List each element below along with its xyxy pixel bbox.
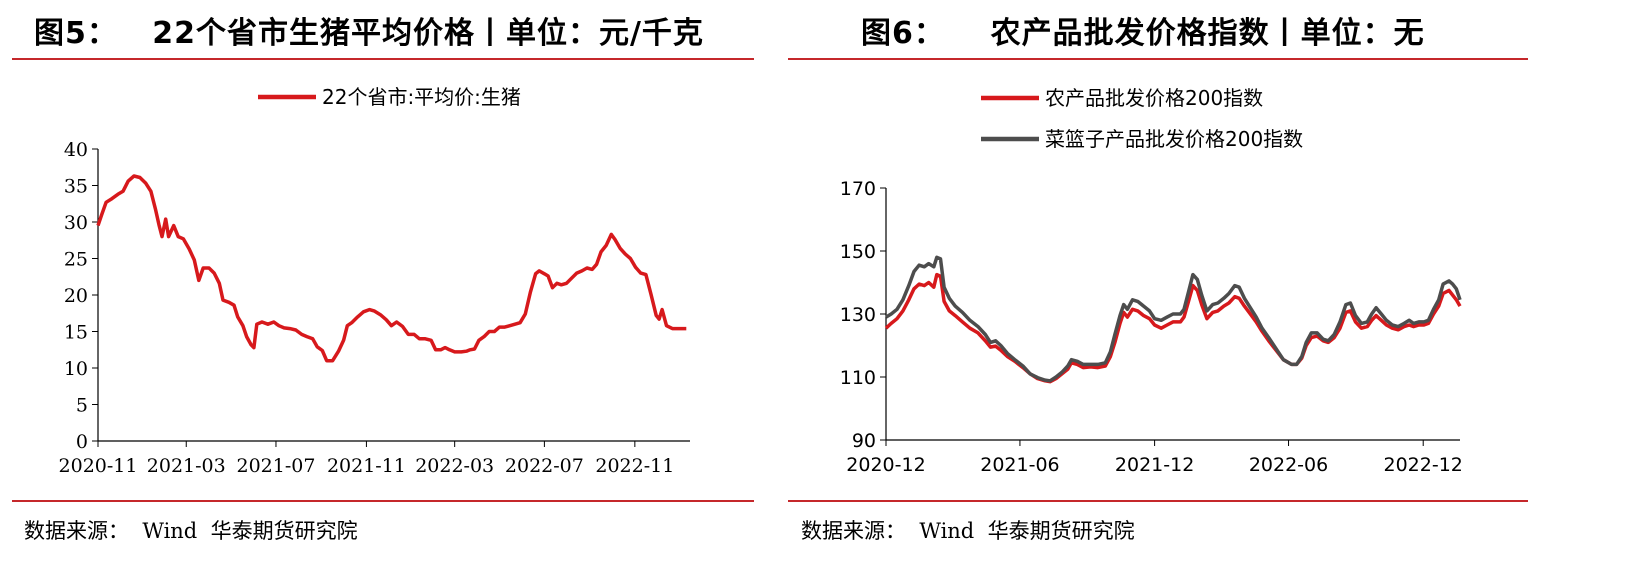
legend-label-1: 农产品批发价格200指数 (1045, 86, 1263, 110)
y-tick-label: 0 (76, 431, 88, 453)
figure-6-bottom-rule (788, 500, 1528, 502)
legend-label-1: 22个省市:平均价:生猪 (322, 85, 521, 109)
y-tick-label: 110 (840, 367, 876, 389)
y-tick-label: 20 (64, 285, 88, 307)
series-line-1 (884, 272, 1462, 384)
x-tick-label: 2021-12 (1115, 454, 1194, 476)
x-tick-label: 2022-12 (1384, 454, 1463, 476)
figure-5-bottom-rule (12, 500, 754, 502)
y-tick-label: 90 (852, 430, 876, 452)
x-tick-label: 2021-11 (327, 455, 406, 477)
y-tick-label: 30 (64, 212, 88, 234)
x-tick-label: 2021-07 (236, 455, 315, 477)
figure-5-top-rule (12, 58, 754, 60)
figure-6-panel: 图6： 农产品批发价格指数丨单位：无 90 110 130 150 170 2020-12… (788, 0, 1629, 563)
x-tick-label: 2021-06 (980, 454, 1059, 476)
x-tick-label: 2022-03 (415, 455, 494, 477)
y-tick-label: 5 (76, 395, 88, 417)
y-tick-label: 40 (64, 139, 88, 161)
x-tick-label: 2022-07 (505, 455, 584, 477)
figure-5-source: 数据来源： Wind 华泰期货研究院 (24, 519, 358, 543)
figure-5-chart: 0 5 10 15 20 25 30 35 40 2020-11 2021-03 2021-07 202… (59, 85, 690, 477)
figure-6-chart: 90 110 130 150 170 2020-12 2021-06 2021-12 2022-… (840, 86, 1463, 476)
y-tick-label: 150 (840, 241, 876, 263)
x-tick-label: 2021-03 (147, 455, 226, 477)
x-tick-label: 2022-11 (595, 455, 674, 477)
y-tick-label: 15 (64, 322, 88, 344)
y-tick-label: 10 (64, 358, 88, 380)
y-tick-label: 35 (64, 176, 88, 198)
figure-5-panel: 图5： 22个省市生猪平均价格丨单位：元/千克 0 5 10 15 20 25 30 35 40… (0, 0, 800, 563)
y-tick-label: 130 (840, 304, 876, 326)
x-tick-label: 2020-11 (59, 455, 138, 477)
y-tick-label: 25 (64, 249, 88, 271)
legend-label-2: 菜篮子产品批发价格200指数 (1045, 127, 1303, 151)
figure-6-top-rule (788, 58, 1528, 60)
figure-6-title: 图6： 农产品批发价格指数丨单位：无 (861, 16, 1425, 51)
y-tick-label: 170 (840, 178, 876, 200)
figure-6-source: 数据来源： Wind 华泰期货研究院 (801, 519, 1135, 543)
series-line-1 (96, 174, 687, 363)
x-tick-label: 2022-06 (1249, 454, 1328, 476)
x-tick-label: 2020-12 (846, 454, 925, 476)
series-line-2 (885, 255, 1462, 383)
figure-5-title: 图5： 22个省市生猪平均价格丨单位：元/千克 (34, 16, 704, 51)
